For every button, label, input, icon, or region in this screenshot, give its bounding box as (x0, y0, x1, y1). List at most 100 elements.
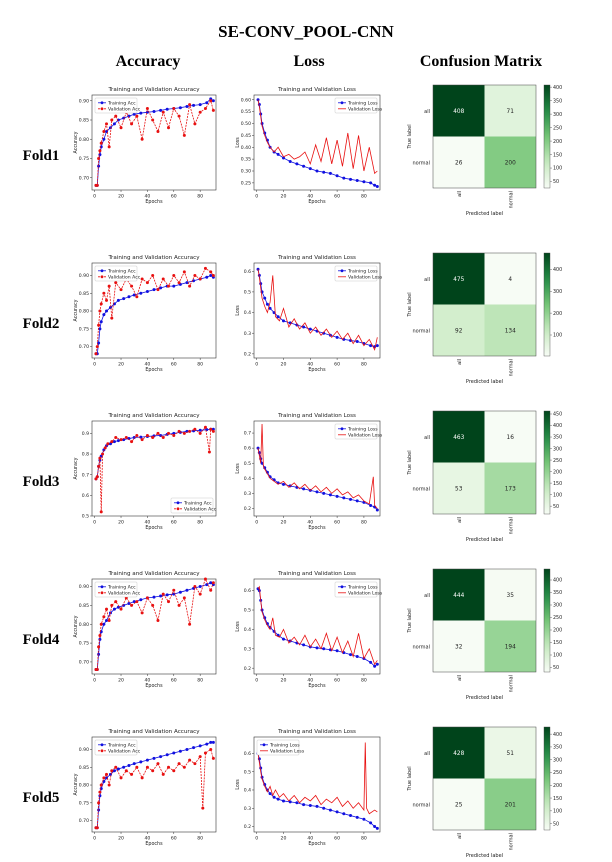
data-point-training (116, 298, 120, 302)
data-point-validation (95, 183, 99, 187)
legend-box (94, 581, 138, 598)
confusion-matrix-fold5: 428 51 25 201 all all normal normal Predicted la… (407, 726, 562, 859)
x-axis-label: Predicted label (466, 379, 503, 385)
data-point-training (159, 755, 163, 759)
data-point-training (349, 653, 353, 657)
legend-marker-validation (100, 591, 104, 595)
data-point-validation (95, 475, 99, 479)
plot-grid: Fold1 Training and Validation Accuracy 0 20… (23, 84, 562, 859)
row-label-3: Fold3 (23, 474, 60, 490)
colorbar-tick-label: 150 (553, 640, 562, 646)
matrix-cell (484, 253, 536, 305)
data-point-training (375, 344, 379, 348)
data-point-validation (177, 762, 181, 766)
data-point-training (185, 588, 189, 592)
legend-label-training: Training Acc (107, 268, 136, 274)
row-label-5: Fold5 (23, 790, 60, 806)
x-tick-label: 0 (93, 836, 96, 842)
matrix-cell (433, 136, 485, 188)
data-point-training (256, 267, 260, 271)
matrix-cell (484, 85, 536, 137)
legend-marker-validation (176, 507, 180, 511)
y-axis-label: Accuracy (73, 615, 79, 637)
data-point-validation (156, 288, 160, 292)
data-point-validation (193, 427, 197, 431)
legend-label-validation: Validation Acc (108, 274, 141, 280)
matrix-frame (432, 252, 537, 357)
data-point-validation (161, 436, 165, 440)
legend-box (256, 739, 300, 756)
matrix-cell-value: 71 (507, 109, 515, 115)
data-point-training (302, 487, 306, 491)
data-point-training (335, 174, 339, 178)
column-tick-label: normal (508, 359, 514, 377)
x-tick-label: 60 (334, 194, 340, 200)
data-point-validation (98, 634, 102, 638)
line-chart-fold3-accuracy: Training and Validation Accuracy 0 20 40 60 8… (73, 413, 217, 531)
data-point-training (127, 602, 131, 606)
data-point-validation (203, 425, 207, 429)
y-tick-label: 0.80 (79, 622, 89, 628)
x-tick-label: 40 (144, 194, 150, 200)
y-tick-label: 0.70 (79, 175, 89, 181)
legend-marker-training (176, 501, 180, 505)
row-tick-label: normal (412, 644, 430, 650)
y-tick-label: 0.8 (82, 452, 89, 458)
data-point-training (349, 497, 353, 501)
x-tick-label: 40 (144, 678, 150, 684)
data-point-training (172, 751, 176, 755)
data-point-training (127, 763, 131, 767)
x-tick-label: 80 (361, 836, 367, 842)
y-tick-label: 0.6 (244, 446, 251, 452)
data-point-validation (95, 345, 99, 349)
data-point-validation (145, 433, 149, 437)
x-tick-label: 20 (281, 362, 287, 368)
data-point-validation (97, 801, 101, 805)
data-point-validation (145, 765, 149, 769)
legend-marker-training (262, 743, 266, 747)
y-axis-label: Accuracy (73, 299, 79, 321)
data-point-validation (130, 603, 134, 607)
matrix-cell-value: 25 (455, 802, 463, 808)
data-point-validation (177, 429, 181, 433)
colorbar-tick-label: 300 (553, 757, 562, 763)
column-tick-label: all (457, 359, 463, 365)
data-point-validation (110, 316, 114, 320)
colorbar-tick-label: 100 (553, 333, 562, 339)
y-axis-label: Accuracy (73, 773, 79, 795)
x-axis-label: Epochs (145, 367, 163, 373)
data-point-training (139, 111, 143, 115)
y-tick-label: 0.2 (244, 666, 251, 672)
legend-marker-training (340, 585, 344, 589)
legend-label-validation: Validation Loss (348, 274, 383, 280)
data-point-validation (193, 122, 197, 126)
matrix-cell-value: 428 (453, 751, 464, 757)
data-point-validation (188, 622, 192, 626)
data-point-training (355, 655, 359, 659)
data-point-training (108, 126, 112, 130)
y-tick-label: 0.70 (79, 818, 89, 824)
data-point-validation (99, 622, 103, 626)
data-point-training (349, 177, 353, 181)
colorbar (543, 568, 551, 673)
data-point-validation (110, 440, 114, 444)
row-label-1: Fold1 (23, 148, 60, 164)
data-point-training (139, 760, 143, 764)
data-point-validation (182, 431, 186, 435)
data-point-training (295, 801, 299, 805)
data-point-validation (135, 433, 139, 437)
data-point-validation (151, 436, 155, 440)
x-tick-label: 0 (93, 362, 96, 368)
data-point-validation (119, 607, 123, 611)
data-point-validation (211, 108, 215, 112)
matrix-cell (484, 778, 536, 830)
legend-label-validation: Validation Acc (108, 590, 141, 596)
legend-box (334, 265, 378, 282)
data-point-training (185, 281, 189, 285)
colorbar-tick-label: 450 (553, 412, 562, 418)
plot-title: Training and Validation Accuracy (107, 571, 200, 577)
matrix-cell (433, 462, 485, 514)
legend-label-validation: Validation Loss (348, 590, 383, 596)
data-point-validation (151, 769, 155, 773)
colorbar-tick-label: 400 (553, 578, 562, 584)
